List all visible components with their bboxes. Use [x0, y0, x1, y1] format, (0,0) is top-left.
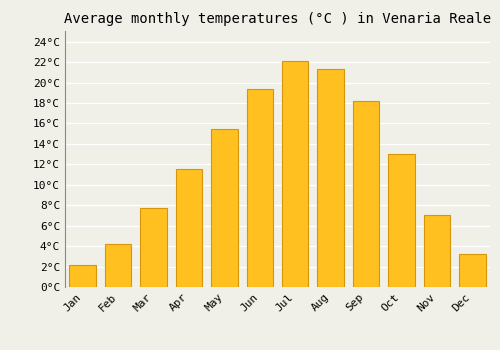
Bar	[176, 169, 202, 287]
Bar	[246, 89, 273, 287]
Bar	[105, 244, 132, 287]
Bar	[318, 69, 344, 287]
Title: Average monthly temperatures (°C ) in Venaria Reale: Average monthly temperatures (°C ) in Ve…	[64, 12, 491, 26]
Bar	[70, 265, 96, 287]
Bar	[140, 208, 167, 287]
Bar	[459, 254, 485, 287]
Bar	[388, 154, 414, 287]
Bar	[282, 61, 308, 287]
Bar	[211, 128, 238, 287]
Bar	[424, 216, 450, 287]
Bar	[353, 101, 380, 287]
